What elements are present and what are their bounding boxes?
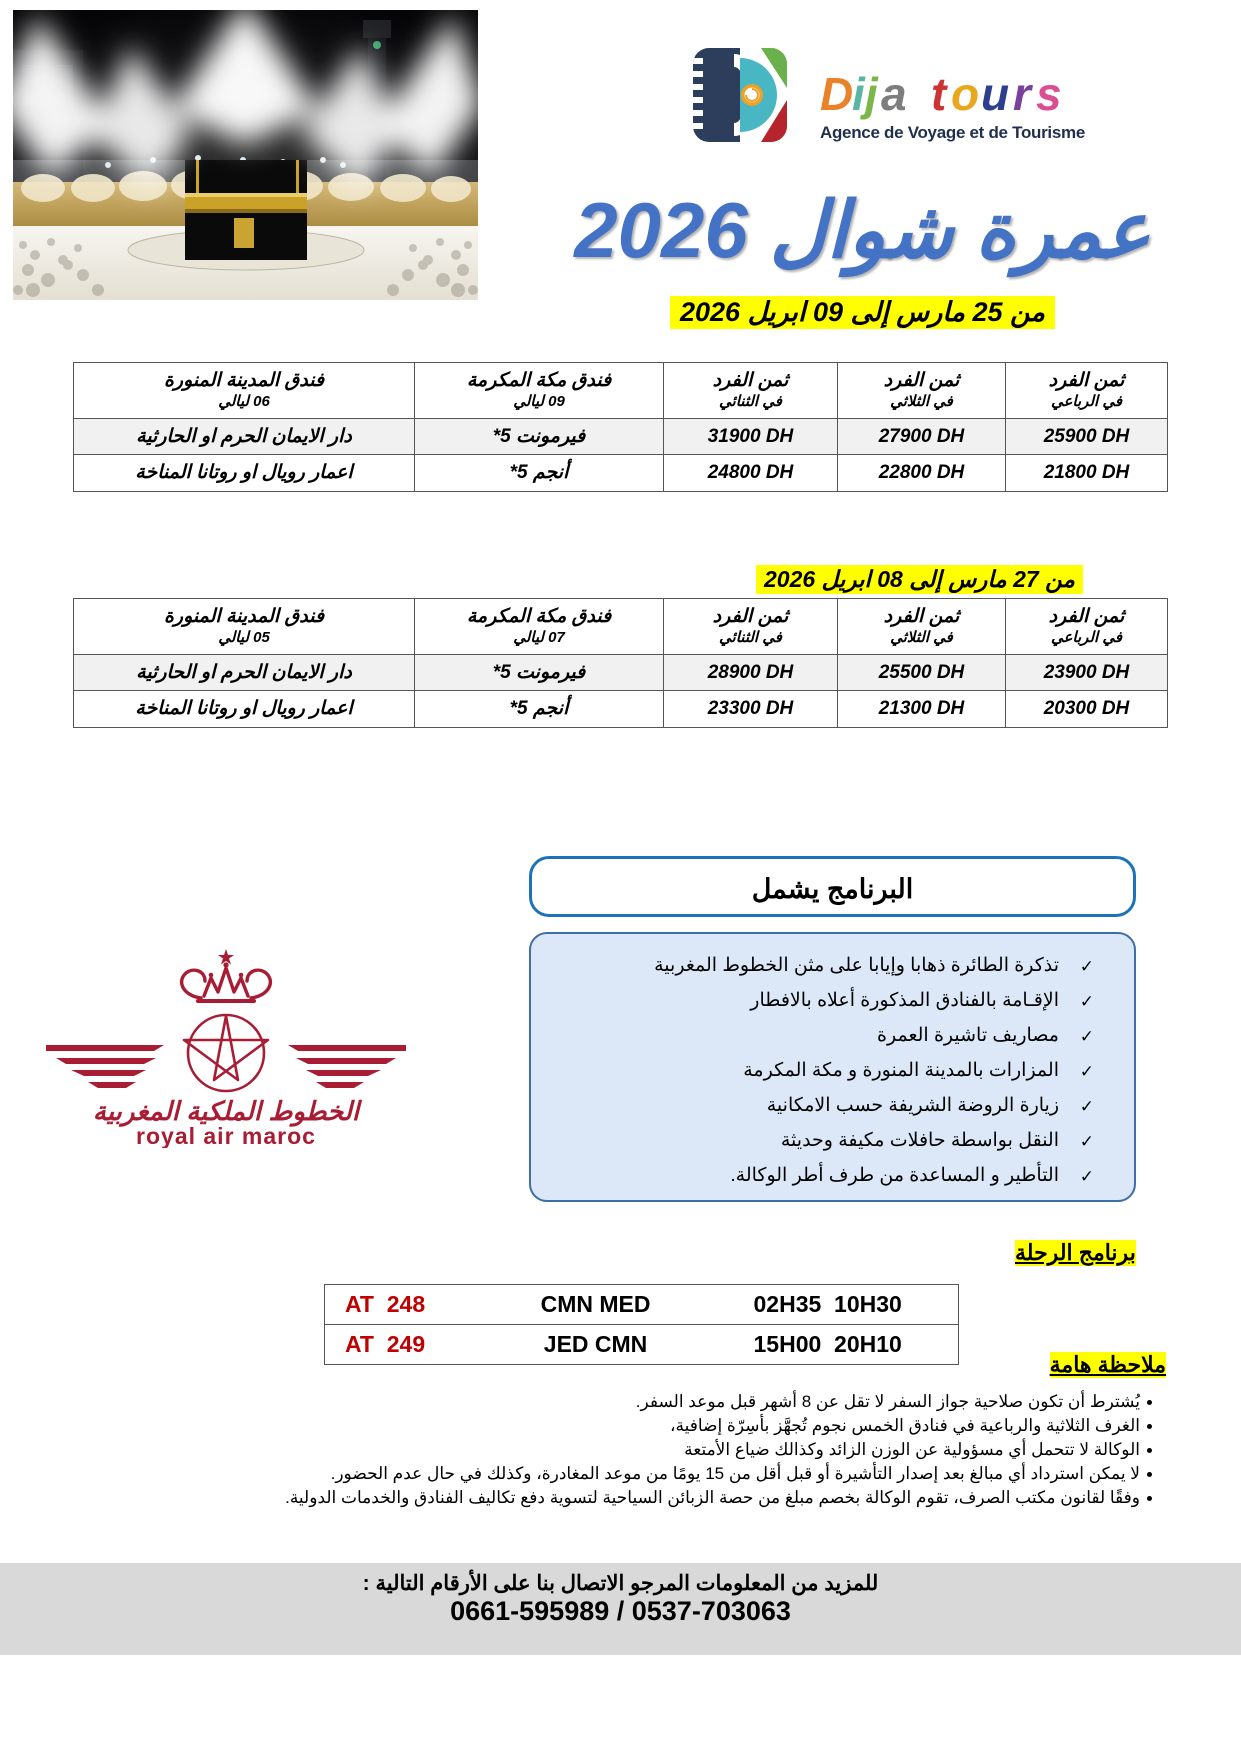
svg-text:o: o xyxy=(951,68,979,120)
svg-text:D: D xyxy=(820,68,853,120)
svg-text:Agence de Voyage et de Tourism: Agence de Voyage et de Tourisme xyxy=(820,123,1085,142)
svg-text:r: r xyxy=(1013,68,1033,120)
svg-text:i: i xyxy=(852,68,866,120)
svg-text:royal air maroc: royal air maroc xyxy=(136,1123,316,1148)
svg-text:s: s xyxy=(1036,68,1062,120)
svg-text:a: a xyxy=(881,68,907,120)
svg-text:t: t xyxy=(931,68,948,120)
svg-text:u: u xyxy=(981,68,1009,120)
